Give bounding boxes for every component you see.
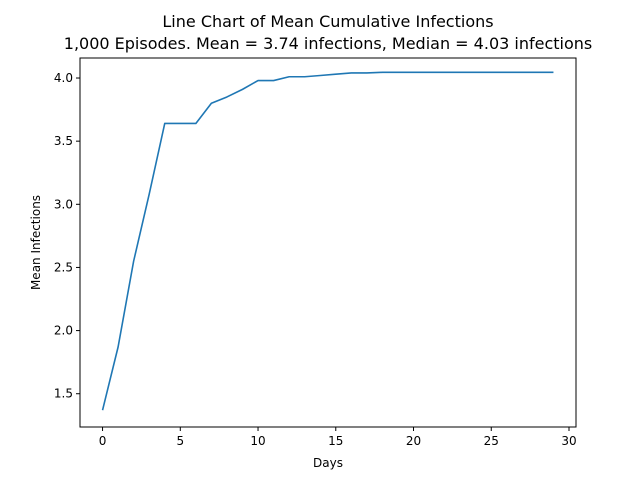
x-tick-label: 5 [176,434,184,448]
y-tick-label: 3.5 [54,134,73,148]
y-axis-label: Mean Infections [29,195,43,290]
y-axis: 1.5 2.0 2.5 3.0 3.5 4.0 [54,71,80,401]
x-tick-label: 30 [561,434,576,448]
x-tick-label: 15 [328,434,343,448]
y-tick-label: 1.5 [54,387,73,401]
chart-subtitle: 1,000 Episodes. Mean = 3.74 infections, … [64,34,592,53]
x-tick-label: 20 [406,434,421,448]
x-tick-label: 10 [250,434,265,448]
x-tick-label: 0 [99,434,107,448]
series-line-group [101,71,554,411]
chart-title: Line Chart of Mean Cumulative Infections [162,12,493,31]
series-line [101,71,554,411]
y-tick-label: 4.0 [54,71,73,85]
x-axis: 0 5 10 15 20 25 30 [99,427,577,448]
x-axis-label: Days [313,456,343,470]
plot-frame [79,57,577,428]
y-tick-label: 2.5 [54,260,73,274]
x-tick-label: 25 [484,434,499,448]
y-tick-label: 2.0 [54,324,73,338]
y-tick-label: 3.0 [54,197,73,211]
